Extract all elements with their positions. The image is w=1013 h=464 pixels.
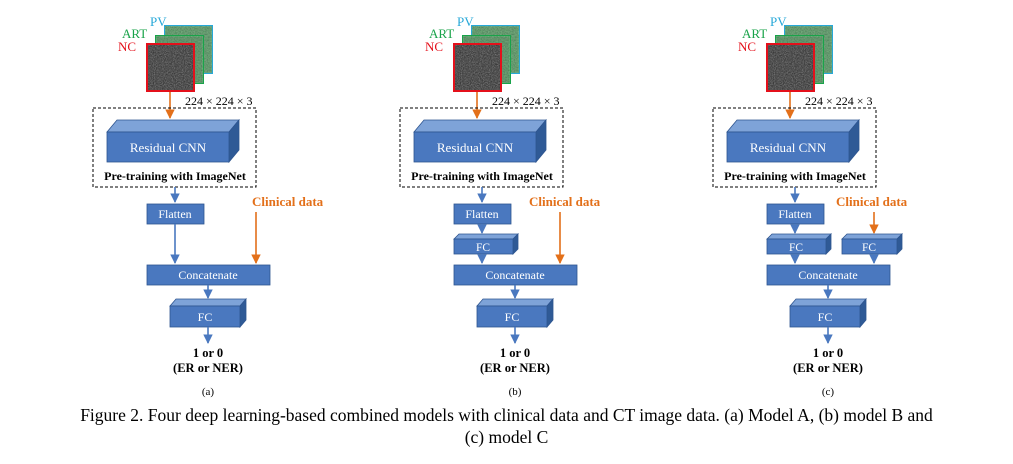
output-line2: (ER or NER) [793,361,863,375]
panel-a: PV ART NC 224 × 224 × 3 Residual CNN Pre… [92,14,324,398]
fc-output-block [789,297,867,329]
fc-output-label: FC [505,310,520,324]
concatenate-label: Concatenate [485,268,544,282]
residual-cnn-label: Residual CNN [750,140,827,155]
output-line1: 1 or 0 [193,346,223,360]
fc-output-label: FC [818,310,833,324]
flatten-label: Flatten [465,207,498,221]
fc-clinical-label: FC [862,242,876,254]
pretraining-label: Pre-training with ImageNet [411,169,553,183]
output-line1: 1 or 0 [500,346,530,360]
pv-label: PV [770,14,787,29]
fc-image-label: FC [476,242,490,254]
input-size: 224 × 224 × 3 [805,94,873,108]
ct-image-stack [453,25,520,92]
clinical-data-label: Clinical data [836,194,908,209]
panel-b: PV ART NC 224 × 224 × 3 Residual CNN Pre… [399,14,601,398]
clinical-data-label: Clinical data [252,194,324,209]
fc-clinical-block [841,233,903,255]
output-line2: (ER or NER) [480,361,550,375]
residual-cnn-block [413,118,547,164]
nc-label: NC [118,39,136,54]
pretraining-box [399,107,564,188]
sub-label: (c) [822,386,835,398]
fc-image-block [453,233,519,255]
sub-label: (b) [509,386,522,398]
fc-output-block [169,297,247,329]
fc-output-block [476,297,554,329]
fc-image-label: FC [789,242,803,254]
art-label: ART [122,26,147,41]
output-line2: (ER or NER) [173,361,243,375]
flatten-label: Flatten [158,207,191,221]
pv-label: PV [457,14,474,29]
ct-image-stack [766,25,833,92]
nc-label: NC [425,39,443,54]
pretraining-box [712,107,877,188]
residual-cnn-label: Residual CNN [130,140,207,155]
concatenate-label: Concatenate [798,268,857,282]
art-label: ART [429,26,454,41]
art-label: ART [742,26,767,41]
pretraining-label: Pre-training with ImageNet [724,169,866,183]
pv-label: PV [150,14,167,29]
panel-c: PV ART NC 224 × 224 × 3 Residual CNN Pre… [712,14,908,398]
output-line1: 1 or 0 [813,346,843,360]
pretraining-label: Pre-training with ImageNet [104,169,246,183]
figure-caption: Figure 2. Four deep learning-based combi… [0,404,1013,448]
sub-label: (a) [202,386,215,398]
residual-cnn-block [726,118,860,164]
fc-image-block [766,233,832,255]
residual-cnn-label: Residual CNN [437,140,514,155]
pretraining-box [92,107,257,188]
caption-line2: (c) model C [464,427,549,447]
nc-label: NC [738,39,756,54]
caption-line1: Figure 2. Four deep learning-based combi… [80,405,933,425]
flatten-label: Flatten [778,207,811,221]
clinical-data-label: Clinical data [529,194,601,209]
input-size: 224 × 224 × 3 [185,94,253,108]
input-size: 224 × 224 × 3 [492,94,560,108]
fc-output-label: FC [198,310,213,324]
residual-cnn-block [106,118,240,164]
ct-image-stack [146,25,213,92]
concatenate-label: Concatenate [178,268,237,282]
